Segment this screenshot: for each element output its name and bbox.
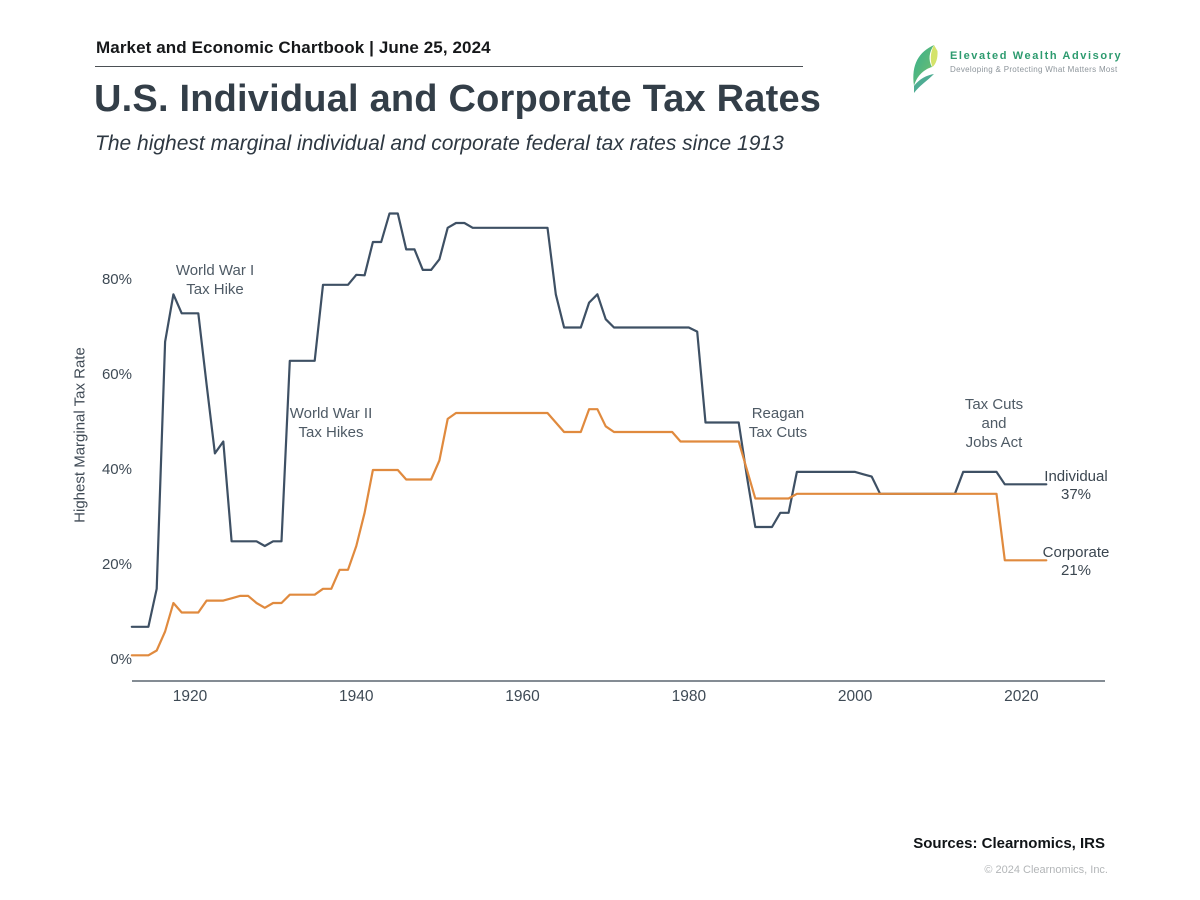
y-tick-label-80: 80% — [101, 271, 132, 288]
individual-end-label: Individual 37% — [1044, 468, 1108, 503]
corporate-end-label: Corporate 21% — [1042, 544, 1110, 579]
annotation-reagan: Reagan Tax Cuts — [748, 405, 808, 441]
x-tick-label-2020: 2020 — [1004, 688, 1039, 705]
y-tick-label-40: 40% — [101, 461, 132, 478]
x-tick-label-2000: 2000 — [837, 688, 873, 705]
corporate-rate-line — [130, 408, 1048, 657]
x-tick-label-1940: 1940 — [339, 688, 374, 705]
logo-company-name: Elevated Wealth Advisory — [950, 50, 1123, 62]
x-tick-label-1920: 1920 — [172, 688, 208, 705]
y-tick-label-20: 20% — [101, 556, 132, 573]
copyright-note: © 2024 Clearnomics, Inc. — [984, 864, 1108, 876]
leaf-swoosh-icon — [913, 45, 938, 93]
y-tick-label-60: 60% — [101, 366, 132, 383]
y-tick-label-0: 0% — [110, 651, 132, 668]
annotation-world-war-i: World War I Tax Hike — [175, 262, 255, 298]
page-subtitle: The highest marginal individual and corp… — [95, 132, 784, 155]
sources-note: Sources: Clearnomics, IRS — [913, 835, 1105, 852]
x-tick-label-1960: 1960 — [505, 688, 540, 705]
page-title: U.S. Individual and Corporate Tax Rates — [94, 78, 822, 120]
logo-tagline: Developing & Protecting What Matters Mos… — [950, 65, 1118, 74]
annotation-world-war-ii: World War II Tax Hikes — [289, 405, 373, 441]
annotation-tax-cuts: Tax Cuts and Jobs Act — [964, 396, 1024, 451]
individual-rate-line — [130, 212, 1048, 628]
company-logo: Elevated Wealth Advisory Developing & Pr… — [906, 42, 1166, 94]
header-divider — [95, 66, 803, 67]
y-axis-title: Highest Marginal Tax Rate — [71, 347, 89, 523]
report-header: Market and Economic Chartbook | June 25,… — [96, 38, 491, 57]
x-tick-label-1980: 1980 — [671, 688, 707, 705]
